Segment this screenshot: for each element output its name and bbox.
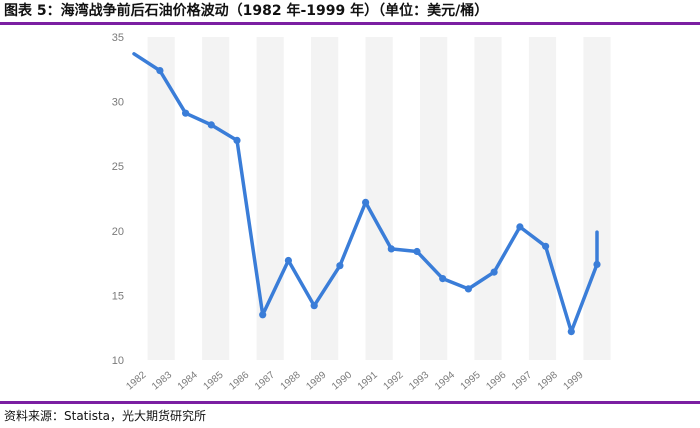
- series-group: [132, 52, 601, 336]
- y-tick-label: 25: [112, 161, 124, 173]
- data-point-1987: [284, 256, 292, 265]
- x-tick-label: 1988: [279, 369, 303, 392]
- x-tick-label: 1992: [381, 369, 405, 392]
- x-tick-label: 1997: [510, 369, 534, 392]
- x-tick-label: 1991: [356, 369, 380, 392]
- x-tick-label: 1987: [253, 369, 277, 392]
- x-axis: 1982 1983 1984 1985 1986 1987 1988 1989 1990 1991…: [124, 369, 586, 392]
- y-tick-label: 35: [112, 32, 124, 44]
- data-point-1999: [593, 260, 601, 268]
- data-point-1992: [413, 247, 421, 256]
- x-tick-label: 1996: [484, 369, 508, 392]
- data-point-1985: [233, 136, 241, 144]
- band-1997: [528, 37, 557, 360]
- alternating-year-bands: [147, 37, 611, 360]
- data-point-1998: [567, 328, 575, 336]
- data-point-1986: [259, 311, 267, 319]
- x-tick-label: 1994: [433, 369, 457, 392]
- band-1991: [365, 37, 393, 360]
- band-1985: [202, 37, 230, 360]
- x-tick-label: 1990: [330, 369, 354, 392]
- x-tick-label: 1983: [150, 369, 174, 392]
- x-tick-label: 1995: [459, 369, 483, 392]
- x-tick-label: 1999: [561, 369, 585, 392]
- top-divider: [0, 22, 700, 25]
- data-point-1996: [516, 223, 524, 231]
- data-point-1995: [490, 268, 498, 276]
- y-axis: 10 15 20 25 30 35: [112, 32, 124, 367]
- band-1989: [311, 37, 339, 360]
- y-tick-label: 10: [112, 355, 124, 367]
- data-point-1984: [207, 121, 215, 129]
- data-point-1988: [310, 302, 318, 310]
- y-tick-label: 30: [112, 97, 124, 109]
- data-point-1983: [182, 109, 190, 117]
- x-tick-label: 1993: [407, 369, 431, 392]
- y-tick-label: 15: [112, 290, 124, 302]
- x-tick-label: 1989: [304, 369, 328, 392]
- series-line: [132, 52, 599, 334]
- band-1993: [420, 37, 448, 360]
- data-point-1990: [362, 198, 370, 206]
- y-tick-label: 20: [112, 226, 124, 238]
- x-tick-label: 1998: [536, 369, 560, 392]
- x-tick-label: 1986: [227, 369, 251, 392]
- x-tick-label: 1984: [176, 369, 200, 392]
- data-point-1994: [464, 285, 472, 293]
- band-1995: [474, 37, 502, 360]
- data-point-1982: [156, 67, 164, 75]
- source-note: 资料来源：Statista，光大期货研究所: [4, 409, 207, 423]
- data-point-1991: [387, 245, 395, 253]
- band-1999: [583, 37, 611, 360]
- x-tick-label: 1982: [124, 369, 148, 392]
- data-point-1997: [542, 242, 550, 250]
- data-point-1993: [439, 275, 447, 283]
- x-tick-label: 1985: [201, 369, 225, 392]
- bottom-divider: [0, 401, 700, 404]
- data-point-1989: [336, 262, 344, 270]
- chart-title: 图表 5：海湾战争前后石油价格波动（1982 年-1999 年）（单位：美元/桶…: [4, 3, 489, 19]
